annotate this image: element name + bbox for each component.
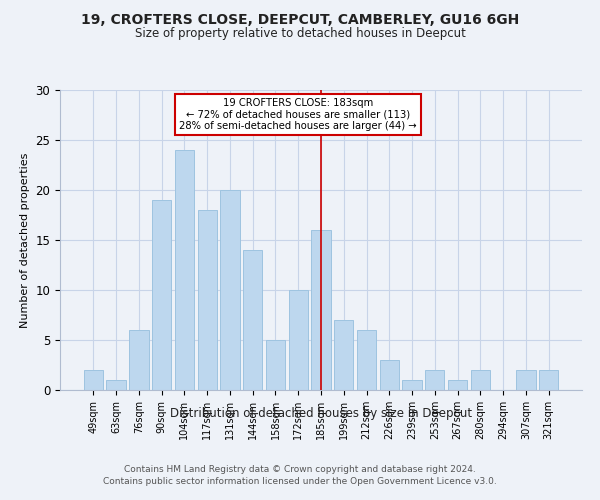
Bar bbox=[152, 200, 172, 390]
Bar bbox=[266, 340, 285, 390]
Bar bbox=[106, 380, 126, 390]
Text: 19 CROFTERS CLOSE: 183sqm
← 72% of detached houses are smaller (113)
28% of semi: 19 CROFTERS CLOSE: 183sqm ← 72% of detac… bbox=[179, 98, 417, 131]
Bar bbox=[84, 370, 103, 390]
Bar bbox=[334, 320, 353, 390]
Y-axis label: Number of detached properties: Number of detached properties bbox=[20, 152, 30, 328]
Bar bbox=[129, 330, 149, 390]
Bar bbox=[539, 370, 558, 390]
Bar bbox=[289, 290, 308, 390]
Text: Size of property relative to detached houses in Deepcut: Size of property relative to detached ho… bbox=[134, 28, 466, 40]
Bar bbox=[516, 370, 536, 390]
Bar bbox=[243, 250, 262, 390]
Text: Distribution of detached houses by size in Deepcut: Distribution of detached houses by size … bbox=[170, 408, 472, 420]
Bar bbox=[425, 370, 445, 390]
Text: 19, CROFTERS CLOSE, DEEPCUT, CAMBERLEY, GU16 6GH: 19, CROFTERS CLOSE, DEEPCUT, CAMBERLEY, … bbox=[81, 12, 519, 26]
Bar bbox=[470, 370, 490, 390]
Bar bbox=[380, 360, 399, 390]
Text: Contains HM Land Registry data © Crown copyright and database right 2024.: Contains HM Land Registry data © Crown c… bbox=[124, 465, 476, 474]
Bar bbox=[311, 230, 331, 390]
Bar bbox=[175, 150, 194, 390]
Bar bbox=[220, 190, 239, 390]
Bar bbox=[197, 210, 217, 390]
Bar bbox=[357, 330, 376, 390]
Bar bbox=[448, 380, 467, 390]
Bar bbox=[403, 380, 422, 390]
Text: Contains public sector information licensed under the Open Government Licence v3: Contains public sector information licen… bbox=[103, 478, 497, 486]
